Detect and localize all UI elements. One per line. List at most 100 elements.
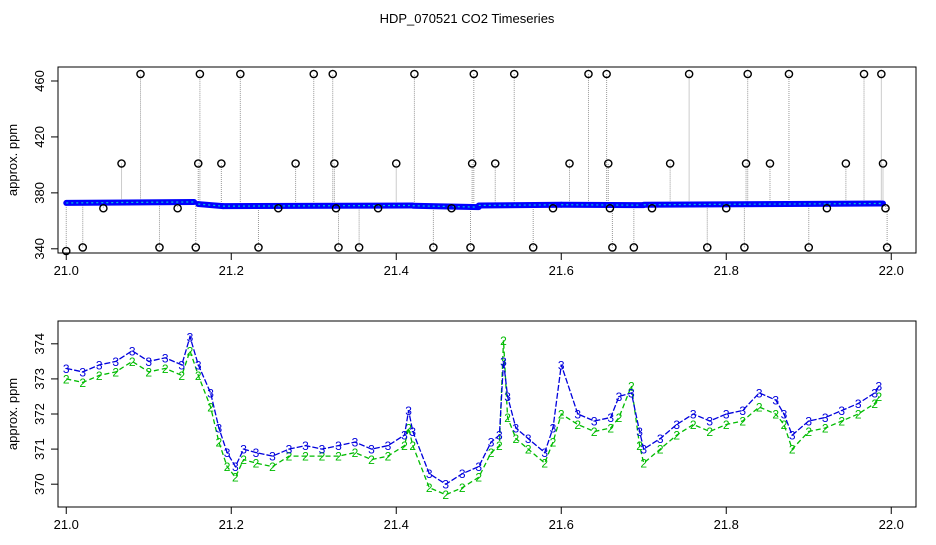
bottom-series-3-marker: 3 [178, 358, 185, 372]
bottom-series-3-marker: 3 [145, 355, 152, 369]
bottom-series-2-marker: 2 [224, 460, 231, 474]
top-spike-point [805, 244, 812, 251]
bottom-series-3-marker: 3 [558, 358, 565, 372]
bottom-series-3-marker: 3 [240, 443, 247, 457]
bottom-series-3-marker: 3 [475, 460, 482, 474]
bottom-x-tick-label: 21.8 [714, 517, 739, 532]
bottom-series-3-marker: 3 [442, 478, 449, 492]
bottom-series-3-marker: 3 [496, 429, 503, 443]
bottom-y-axis-label: approx. ppm [5, 378, 20, 450]
bottom-series-3-marker: 3 [459, 467, 466, 481]
bottom-series-3-marker: 3 [232, 460, 239, 474]
bottom-y-tick-label: 371 [32, 438, 47, 460]
bottom-series-3-marker: 3 [876, 379, 883, 393]
bottom-series-3-marker: 3 [129, 344, 136, 358]
bottom-series-3-marker: 3 [525, 432, 532, 446]
bottom-series-3-marker: 3 [591, 415, 598, 429]
top-x-tick-label: 22.0 [879, 263, 904, 278]
bottom-y-tick-label: 373 [32, 368, 47, 390]
top-x-tick-label: 21.2 [219, 263, 244, 278]
top-spike-point [356, 244, 363, 251]
bottom-series-3-marker: 3 [112, 355, 119, 369]
bottom-series-3-marker: 3 [409, 425, 416, 439]
bottom-x-tick-label: 21.4 [384, 517, 409, 532]
bottom-series-3-marker: 3 [636, 425, 643, 439]
top-x-tick-label: 21.0 [54, 263, 79, 278]
bottom-series-3-marker: 3 [541, 446, 548, 460]
bottom-series-3-marker: 3 [781, 408, 788, 422]
top-x-tick-label: 21.6 [549, 263, 574, 278]
top-y-tick-label: 460 [32, 70, 47, 92]
top-x-tick-label: 21.4 [384, 263, 409, 278]
bottom-series-3-marker: 3 [855, 397, 862, 411]
bottom-x-tick-label: 21.0 [54, 517, 79, 532]
bottom-series-3-marker: 3 [673, 418, 680, 432]
top-baseline-band [66, 202, 883, 207]
bottom-series-3-marker: 3 [335, 439, 342, 453]
bottom-series-3-marker: 3 [302, 439, 309, 453]
bottom-series-3-marker: 3 [79, 365, 86, 379]
bottom-series-3-marker: 3 [269, 450, 276, 464]
bottom-y-tick-label: 374 [32, 333, 47, 355]
bottom-series-2-marker: 2 [504, 411, 511, 425]
bottom-series-2-marker: 2 [459, 481, 466, 495]
bottom-series-2-marker: 2 [426, 481, 433, 495]
bottom-series-3-marker: 3 [162, 351, 169, 365]
top-baseline-segment [66, 202, 194, 203]
bottom-series-3-marker: 3 [838, 404, 845, 418]
bottom-series-2-marker: 2 [756, 400, 763, 414]
bottom-series-3-marker: 3 [488, 436, 495, 450]
top-drop-lines [66, 74, 887, 251]
top-y-tick-label: 420 [32, 126, 47, 148]
bottom-series-3-marker: 3 [657, 432, 664, 446]
bottom-series-3-marker: 3 [822, 411, 829, 425]
bottom-series-3-marker: 3 [640, 443, 647, 457]
bottom-series-2-marker: 2 [772, 408, 779, 422]
bottom-series-3-marker: 3 [319, 443, 326, 457]
bottom-series-2-marker: 2 [409, 439, 416, 453]
bottom-series-3-marker: 3 [63, 362, 70, 376]
bottom-series-3-marker: 3 [574, 408, 581, 422]
bottom-series-3-marker: 3 [368, 443, 375, 457]
bottom-series-3-marker: 3 [628, 386, 635, 400]
bottom-series-3-marker: 3 [286, 443, 293, 457]
bottom-series-3-marker: 3 [96, 358, 103, 372]
chart-title: HDP_070521 CO2 Timeseries [380, 11, 555, 26]
bottom-series-2-marker: 2 [616, 411, 623, 425]
bottom-series-3-marker: 3 [500, 355, 507, 369]
bottom-series-3-marker: 3 [756, 386, 763, 400]
bottom-series-3-marker: 3 [723, 408, 730, 422]
bottom-series-3-marker: 3 [690, 408, 697, 422]
bottom-series-3-marker: 3 [224, 446, 231, 460]
bottom-series-2-marker: 2 [640, 457, 647, 471]
top-x-tick-label: 21.8 [714, 263, 739, 278]
bottom-x-tick-label: 21.6 [549, 517, 574, 532]
bottom-series-2-marker: 2 [550, 436, 557, 450]
bottom-series-3-marker: 3 [739, 404, 746, 418]
bottom-series-2-marker: 2 [789, 443, 796, 457]
top-y-axis-label: approx. ppm [5, 124, 20, 196]
top-x-axis: 21.0 21.2 21.4 21.6 21.8 22.0 [54, 253, 904, 278]
bottom-series-3-marker: 3 [789, 429, 796, 443]
bottom-series-3-marker: 3 [616, 390, 623, 404]
bottom-series-3-marker: 3 [550, 422, 557, 436]
bottom-x-tick-label: 22.0 [879, 517, 904, 532]
panel-top-frame [58, 67, 916, 253]
bottom-series-3-marker: 3 [253, 446, 260, 460]
bottom-series-3-marker: 3 [385, 439, 392, 453]
bottom-series-3-marker: 3 [504, 390, 511, 404]
bottom-y-tick-label: 372 [32, 403, 47, 425]
top-spike-markers [63, 70, 891, 254]
bottom-series-3-marker: 3 [187, 330, 194, 344]
bottom-series-3-marker: 3 [706, 415, 713, 429]
bottom-series-3-marker: 3 [405, 404, 412, 418]
bottom-series-3-marker: 3 [352, 436, 359, 450]
bottom-series-3-marker: 3 [207, 386, 214, 400]
